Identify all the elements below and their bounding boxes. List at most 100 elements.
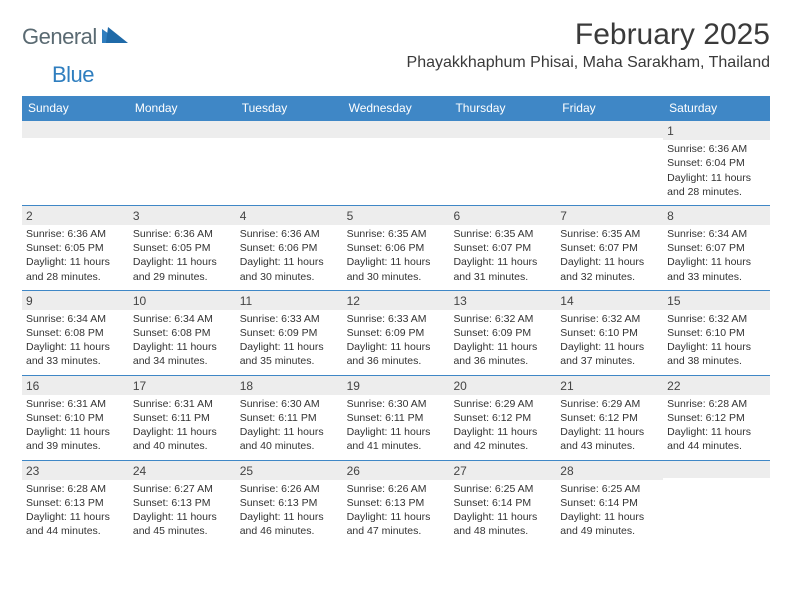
sunset-text: Sunset: 6:06 PM (347, 241, 446, 255)
location-subtitle: Phayakkhaphum Phisai, Maha Sarakham, Tha… (407, 54, 770, 72)
weekday-header: Monday (129, 96, 236, 120)
sunrise-text: Sunrise: 6:36 AM (667, 142, 766, 156)
day-cell: 17Sunrise: 6:31 AMSunset: 6:11 PMDayligh… (129, 376, 236, 460)
sunrise-text: Sunrise: 6:30 AM (347, 397, 446, 411)
day-number: 19 (343, 376, 450, 395)
daylight-text: Daylight: 11 hours and 33 minutes. (26, 340, 125, 368)
day-cell: 6Sunrise: 6:35 AMSunset: 6:07 PMDaylight… (449, 206, 556, 290)
daylight-text: Daylight: 11 hours and 38 minutes. (667, 340, 766, 368)
day-number: 17 (129, 376, 236, 395)
day-number: 1 (663, 121, 770, 140)
weekday-header: Friday (556, 96, 663, 120)
sunset-text: Sunset: 6:10 PM (667, 326, 766, 340)
sunset-text: Sunset: 6:12 PM (453, 411, 552, 425)
sunrise-text: Sunrise: 6:30 AM (240, 397, 339, 411)
daylight-text: Daylight: 11 hours and 41 minutes. (347, 425, 446, 453)
titles: February 2025 Phayakkhaphum Phisai, Maha… (407, 18, 770, 72)
daylight-text: Daylight: 11 hours and 30 minutes. (347, 255, 446, 283)
day-cell: 9Sunrise: 6:34 AMSunset: 6:08 PMDaylight… (22, 291, 129, 375)
day-cell (343, 121, 450, 205)
weeks-container: 1Sunrise: 6:36 AMSunset: 6:04 PMDaylight… (22, 120, 770, 544)
day-cell: 3Sunrise: 6:36 AMSunset: 6:05 PMDaylight… (129, 206, 236, 290)
sunrise-text: Sunrise: 6:32 AM (667, 312, 766, 326)
sunset-text: Sunset: 6:07 PM (667, 241, 766, 255)
sunrise-text: Sunrise: 6:35 AM (347, 227, 446, 241)
daylight-text: Daylight: 11 hours and 35 minutes. (240, 340, 339, 368)
month-title: February 2025 (407, 18, 770, 52)
weekday-header: Saturday (663, 96, 770, 120)
day-cell: 20Sunrise: 6:29 AMSunset: 6:12 PMDayligh… (449, 376, 556, 460)
day-number: 6 (449, 206, 556, 225)
weekday-header: Sunday (22, 96, 129, 120)
day-number: 20 (449, 376, 556, 395)
daylight-text: Daylight: 11 hours and 44 minutes. (667, 425, 766, 453)
weekday-header: Wednesday (343, 96, 450, 120)
logo-text-1: General (22, 24, 97, 50)
day-cell: 27Sunrise: 6:25 AMSunset: 6:14 PMDayligh… (449, 461, 556, 545)
sunset-text: Sunset: 6:14 PM (453, 496, 552, 510)
logo-triangle-icon (102, 27, 128, 50)
week-row: 23Sunrise: 6:28 AMSunset: 6:13 PMDayligh… (22, 460, 770, 545)
daylight-text: Daylight: 11 hours and 34 minutes. (133, 340, 232, 368)
daylight-text: Daylight: 11 hours and 46 minutes. (240, 510, 339, 538)
week-row: 16Sunrise: 6:31 AMSunset: 6:10 PMDayligh… (22, 375, 770, 460)
sunrise-text: Sunrise: 6:31 AM (133, 397, 232, 411)
sunrise-text: Sunrise: 6:36 AM (133, 227, 232, 241)
day-number: 13 (449, 291, 556, 310)
logo: General (22, 24, 130, 50)
daylight-text: Daylight: 11 hours and 32 minutes. (560, 255, 659, 283)
sunrise-text: Sunrise: 6:28 AM (26, 482, 125, 496)
day-cell: 10Sunrise: 6:34 AMSunset: 6:08 PMDayligh… (129, 291, 236, 375)
sunset-text: Sunset: 6:09 PM (240, 326, 339, 340)
day-number: 28 (556, 461, 663, 480)
day-number: 12 (343, 291, 450, 310)
sunset-text: Sunset: 6:10 PM (26, 411, 125, 425)
daylight-text: Daylight: 11 hours and 42 minutes. (453, 425, 552, 453)
day-number (129, 121, 236, 138)
daylight-text: Daylight: 11 hours and 28 minutes. (667, 171, 766, 199)
sunset-text: Sunset: 6:09 PM (347, 326, 446, 340)
sunset-text: Sunset: 6:10 PM (560, 326, 659, 340)
sunset-text: Sunset: 6:07 PM (453, 241, 552, 255)
sunrise-text: Sunrise: 6:36 AM (26, 227, 125, 241)
day-number: 25 (236, 461, 343, 480)
day-cell: 25Sunrise: 6:26 AMSunset: 6:13 PMDayligh… (236, 461, 343, 545)
calendar-page: General February 2025 Phayakkhaphum Phis… (0, 0, 792, 554)
sunset-text: Sunset: 6:11 PM (240, 411, 339, 425)
sunset-text: Sunset: 6:09 PM (453, 326, 552, 340)
sunset-text: Sunset: 6:14 PM (560, 496, 659, 510)
day-cell: 21Sunrise: 6:29 AMSunset: 6:12 PMDayligh… (556, 376, 663, 460)
day-number (449, 121, 556, 138)
sunrise-text: Sunrise: 6:35 AM (453, 227, 552, 241)
day-number: 26 (343, 461, 450, 480)
day-cell: 16Sunrise: 6:31 AMSunset: 6:10 PMDayligh… (22, 376, 129, 460)
sunrise-text: Sunrise: 6:29 AM (560, 397, 659, 411)
day-number: 7 (556, 206, 663, 225)
day-cell: 5Sunrise: 6:35 AMSunset: 6:06 PMDaylight… (343, 206, 450, 290)
week-row: 1Sunrise: 6:36 AMSunset: 6:04 PMDaylight… (22, 120, 770, 205)
weekday-header-row: SundayMondayTuesdayWednesdayThursdayFrid… (22, 96, 770, 120)
day-cell (22, 121, 129, 205)
daylight-text: Daylight: 11 hours and 44 minutes. (26, 510, 125, 538)
day-number (343, 121, 450, 138)
day-cell (663, 461, 770, 545)
daylight-text: Daylight: 11 hours and 48 minutes. (453, 510, 552, 538)
day-cell: 15Sunrise: 6:32 AMSunset: 6:10 PMDayligh… (663, 291, 770, 375)
week-row: 2Sunrise: 6:36 AMSunset: 6:05 PMDaylight… (22, 205, 770, 290)
day-number: 4 (236, 206, 343, 225)
day-cell: 2Sunrise: 6:36 AMSunset: 6:05 PMDaylight… (22, 206, 129, 290)
day-cell: 18Sunrise: 6:30 AMSunset: 6:11 PMDayligh… (236, 376, 343, 460)
sunrise-text: Sunrise: 6:34 AM (667, 227, 766, 241)
sunrise-text: Sunrise: 6:32 AM (560, 312, 659, 326)
day-number: 3 (129, 206, 236, 225)
day-number: 24 (129, 461, 236, 480)
daylight-text: Daylight: 11 hours and 47 minutes. (347, 510, 446, 538)
sunrise-text: Sunrise: 6:26 AM (347, 482, 446, 496)
sunrise-text: Sunrise: 6:35 AM (560, 227, 659, 241)
logo-text-2: Blue (52, 62, 94, 88)
day-number: 9 (22, 291, 129, 310)
daylight-text: Daylight: 11 hours and 36 minutes. (453, 340, 552, 368)
day-number: 8 (663, 206, 770, 225)
sunset-text: Sunset: 6:13 PM (26, 496, 125, 510)
sunrise-text: Sunrise: 6:33 AM (347, 312, 446, 326)
